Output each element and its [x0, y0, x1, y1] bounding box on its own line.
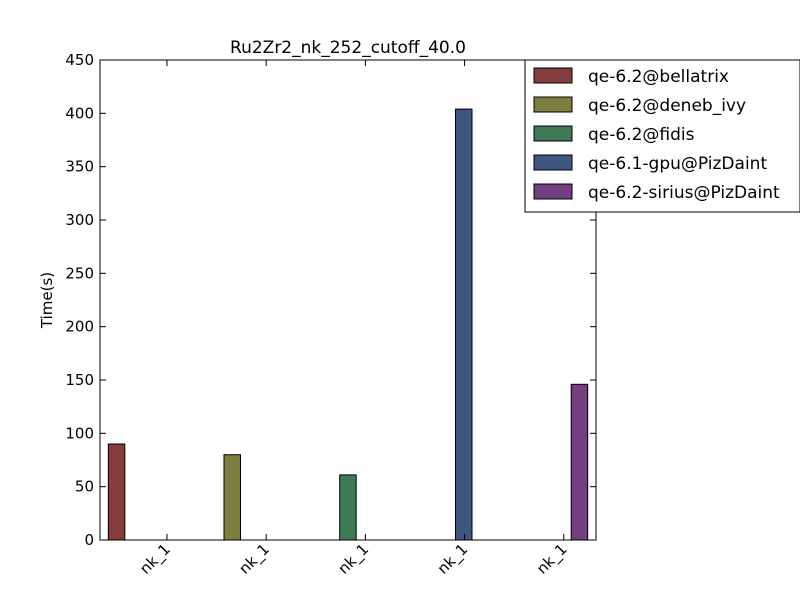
- bar-qe-6.2@fidis-2: [339, 474, 357, 541]
- x-tick-label: nk_1: [136, 540, 174, 578]
- y-tick-label: 250: [65, 264, 94, 282]
- bar-qe-6.2-sirius@PizDaint-4: [570, 383, 589, 541]
- legend-swatch: [533, 183, 573, 200]
- y-tick-label: 350: [65, 158, 94, 176]
- y-tick-label: 50: [75, 478, 94, 496]
- legend: qe-6.2@bellatrix qe-6.2@deneb_ivy qe-6.2@f…: [524, 59, 800, 213]
- x-tick-label: nk_1: [335, 540, 373, 578]
- x-tick-label: nk_1: [533, 540, 571, 578]
- y-tick-label: 200: [65, 318, 94, 336]
- legend-swatch: [533, 67, 573, 84]
- bar-qe-6.2@deneb_ivy-1: [223, 454, 241, 541]
- legend-label: qe-6.2@bellatrix: [588, 67, 729, 87]
- x-tick-label: nk_1: [434, 540, 472, 578]
- legend-swatch: [533, 125, 573, 142]
- y-tick-label: 300: [65, 211, 94, 229]
- chart-title: Ru2Zr2_nk_252_cutoff_40.0: [230, 38, 466, 58]
- y-axis-label: Time(s): [38, 272, 56, 329]
- legend-label: qe-6.2@fidis: [588, 125, 695, 145]
- y-tick-label: 100: [65, 424, 94, 442]
- legend-label: qe-6.2@deneb_ivy: [588, 96, 746, 116]
- legend-swatch: [533, 96, 573, 113]
- bars-group: [107, 108, 589, 541]
- y-tick-label: 450: [65, 51, 94, 69]
- bar-qe-6.1-gpu@PizDaint-3: [455, 108, 473, 541]
- y-axis: 0 50 100 150 200 250 300 350 400 450: [65, 51, 596, 549]
- legend-label: qe-6.2-sirius@PizDaint: [588, 183, 780, 203]
- plot-area-frame: [99, 59, 597, 541]
- bar-qe-6.2@bellatrix-0: [107, 443, 126, 541]
- x-tick-label: nk_1: [235, 540, 273, 578]
- legend-swatch: [533, 154, 573, 171]
- y-tick-label: 0: [84, 531, 94, 549]
- y-tick-label: 150: [65, 371, 94, 389]
- y-tick-label: 400: [65, 104, 94, 122]
- legend-label: qe-6.1-gpu@PizDaint: [588, 154, 767, 174]
